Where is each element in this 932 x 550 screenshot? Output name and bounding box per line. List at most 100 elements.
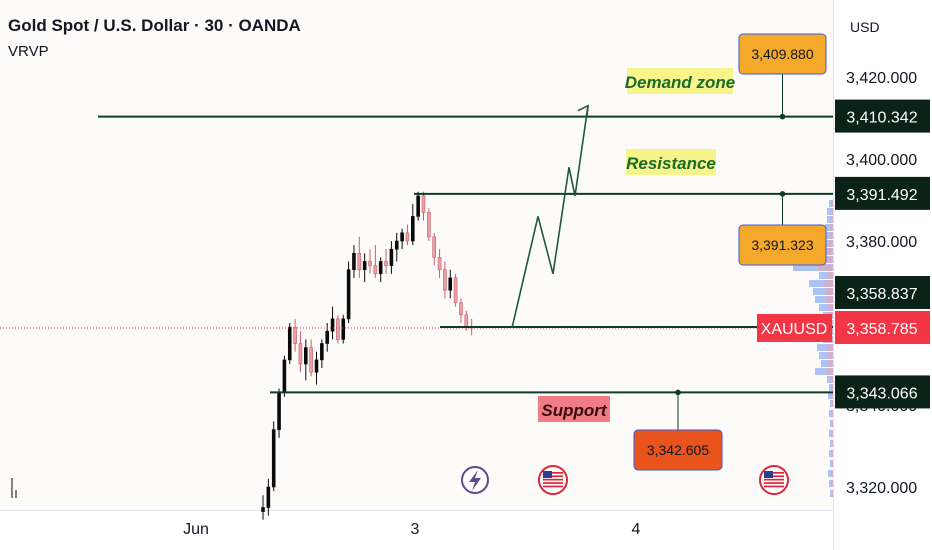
volume-profile-bar-sell xyxy=(831,450,833,457)
flag-canton xyxy=(764,471,773,478)
high-price-badge-background xyxy=(835,276,930,309)
candle-up xyxy=(314,359,319,373)
volume-profile-bar-sell xyxy=(831,430,833,437)
volume-profile-bar xyxy=(827,376,833,383)
volume-profile-bar-sell xyxy=(823,280,833,287)
candle-up xyxy=(352,253,356,271)
volume-profile-bar-sell xyxy=(828,240,833,247)
volume-profile-bar-sell xyxy=(827,352,833,359)
volume-profile-bar xyxy=(829,450,833,457)
flag-canton xyxy=(543,471,552,478)
resistance-price-badge: 3,391.492 xyxy=(846,187,917,204)
zone-label-background xyxy=(627,68,733,94)
volume-profile-bar xyxy=(829,384,833,391)
candle-down xyxy=(443,269,447,291)
volume-profile-bar xyxy=(815,296,833,303)
volume-profile-bar xyxy=(815,368,833,375)
volume-profile-bar-sell xyxy=(827,304,833,311)
volume-profile-bar xyxy=(828,470,833,477)
volume-profile-bar xyxy=(819,352,833,359)
projection-path xyxy=(511,105,589,329)
candle-up xyxy=(303,347,308,365)
volume-profile-bar-sell xyxy=(830,216,833,223)
candle-up xyxy=(400,232,404,242)
candle-up xyxy=(341,318,346,340)
price-tick-label: 3,320.000 xyxy=(846,480,917,497)
volume-profile-bar-sell xyxy=(825,288,833,295)
volume-profile-bar-sell xyxy=(830,208,833,215)
volume-profile-bar-sell xyxy=(829,224,833,231)
callout-anchor-dot xyxy=(675,389,681,396)
volume-profile-bar xyxy=(829,410,833,417)
volume-profile-bar xyxy=(817,344,833,351)
volume-profile-bar xyxy=(830,440,833,447)
candle-up xyxy=(389,248,394,266)
candle-down xyxy=(432,236,437,258)
volume-profile-bar xyxy=(830,400,833,407)
volume-profile-bar-sell xyxy=(831,440,833,447)
volume-profile-bar-sell xyxy=(825,296,833,303)
flag-stripe xyxy=(764,472,784,474)
candle-down xyxy=(384,261,388,266)
volume-profile-bar xyxy=(821,240,833,247)
volume-profile-bar-sell xyxy=(829,232,833,239)
zone-label-background xyxy=(626,149,716,175)
volume-profile-bar xyxy=(827,216,833,223)
volume-profile-bar-sell xyxy=(831,420,833,427)
candle-down xyxy=(421,195,426,213)
us-flag-event-icon[interactable] xyxy=(759,465,789,495)
volume-profile-bar-sell xyxy=(831,400,833,407)
volume-profile-bar-sell xyxy=(825,248,833,255)
projection-arrow-head xyxy=(577,104,589,117)
flag-stripe xyxy=(764,482,784,484)
symbol-tag-background xyxy=(757,313,832,342)
candle-up xyxy=(346,269,351,320)
currency-label: USD xyxy=(850,19,880,35)
volume-profile-bar xyxy=(829,480,833,487)
volume-profile-bar xyxy=(829,430,833,437)
resistance-price-badge-background xyxy=(835,176,930,210)
candle-down xyxy=(427,212,431,238)
volume-profile-bar xyxy=(830,420,833,427)
volume-profile-bar xyxy=(793,264,833,271)
candle-up xyxy=(330,318,335,332)
candle-up xyxy=(362,261,367,270)
us-flag-event-icon[interactable] xyxy=(538,465,568,495)
flag-stripe xyxy=(543,472,563,474)
flag-stripe xyxy=(543,475,563,478)
volume-profile-bar-sell xyxy=(831,384,833,391)
demand-price-badge-background xyxy=(835,99,930,133)
volume-profile-bar xyxy=(821,360,833,367)
volume-profile-bar-sell xyxy=(827,272,833,279)
candle-down xyxy=(298,343,303,365)
zone-label-demand-zone: Demand zone xyxy=(625,73,736,92)
volume-profile-bar xyxy=(819,304,833,311)
candle-down xyxy=(437,257,442,270)
flag-stripe xyxy=(764,478,784,481)
zone-label-background xyxy=(538,396,610,422)
candle-up xyxy=(410,216,415,242)
candle-down xyxy=(357,253,362,271)
chart-title[interactable]: Gold Spot / U.S. Dollar · 30 · OANDA xyxy=(8,16,301,35)
price-tick-label: 3,380.000 xyxy=(846,234,917,251)
indicator-label[interactable]: VRVP xyxy=(8,43,49,60)
candle-up xyxy=(394,240,399,250)
flag-stripe xyxy=(764,475,784,478)
candle-down xyxy=(459,302,463,316)
candle-down xyxy=(293,326,297,344)
callout-value: 3,391.323 xyxy=(751,237,813,253)
volume-profile-bar-sell xyxy=(831,200,833,207)
lightning-event-icon[interactable] xyxy=(461,466,489,494)
candle-down xyxy=(368,261,372,266)
candle-down xyxy=(373,265,378,275)
time-tick-label: Jun xyxy=(183,521,209,538)
volume-profile-bar-sell xyxy=(831,490,833,497)
volume-profile-bar-sell xyxy=(831,410,833,417)
current-price-badge: 3,358.785 xyxy=(846,321,917,338)
volume-profile-bar-sell xyxy=(826,344,833,351)
candle-up xyxy=(320,343,324,361)
candle-up xyxy=(261,507,265,512)
candle-down xyxy=(453,277,458,303)
volume-profile-bar xyxy=(825,224,833,231)
